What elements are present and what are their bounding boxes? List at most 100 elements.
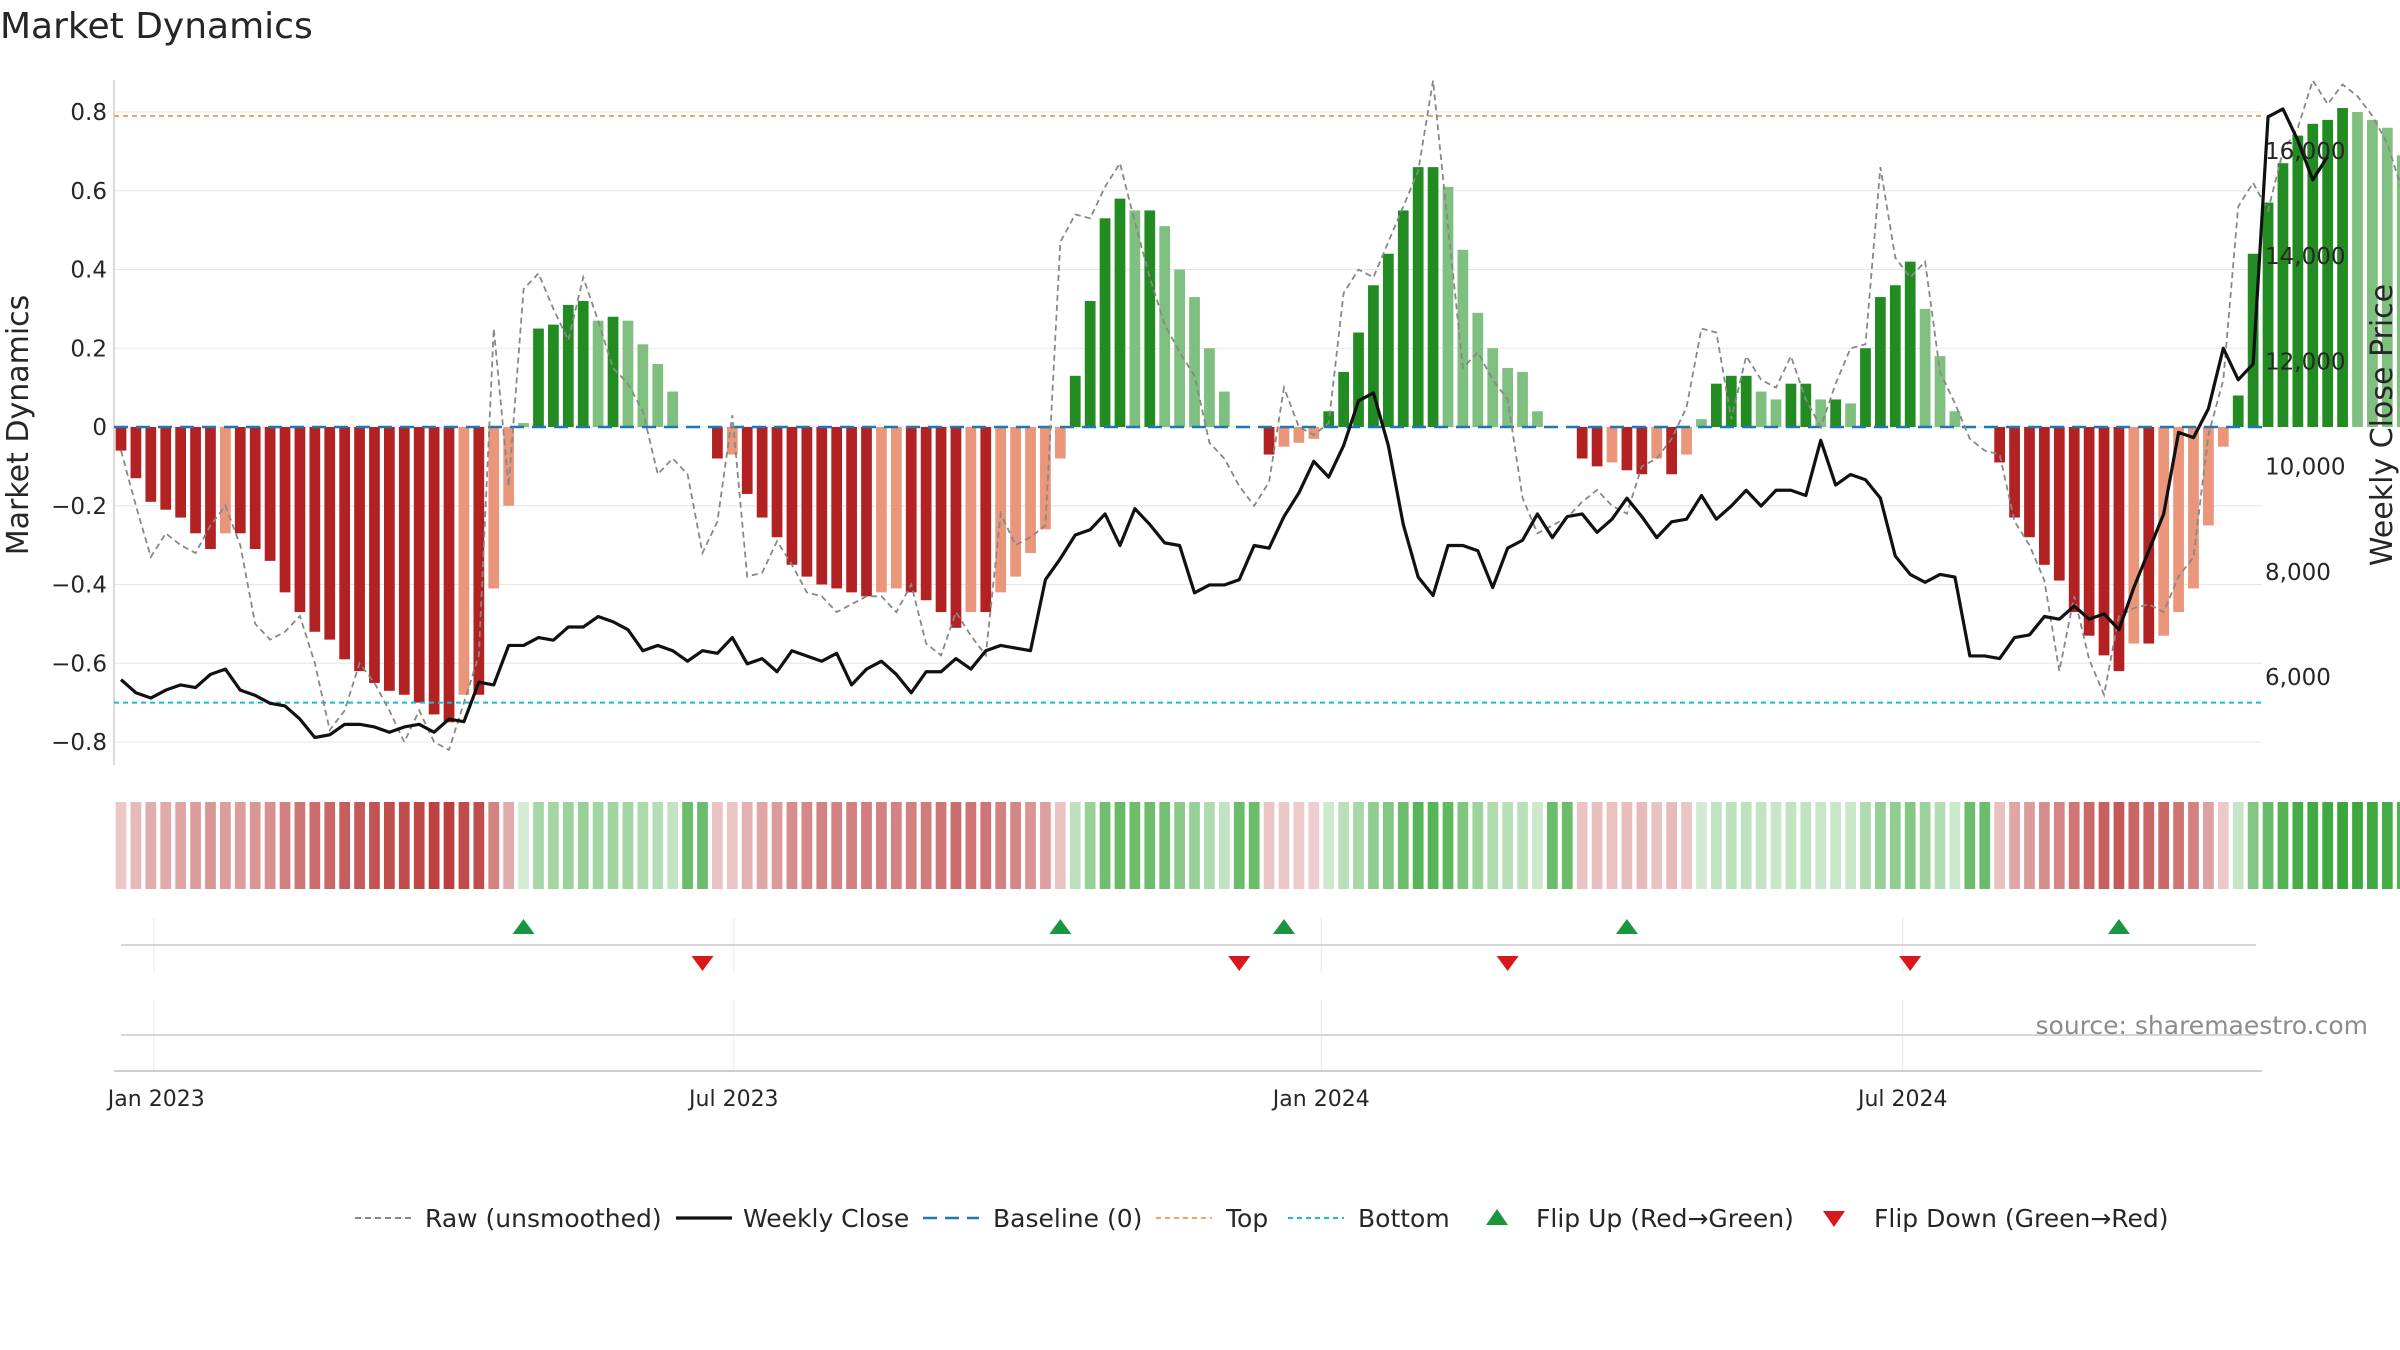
- regime-cell: [2381, 802, 2393, 889]
- regime-cell: [2203, 802, 2214, 889]
- regime-cell: [2396, 802, 2400, 889]
- regime-cell: [1651, 802, 1663, 889]
- dynamics-bar: [1174, 269, 1185, 427]
- dynamics-bar: [1427, 167, 1439, 427]
- regime-cell: [413, 802, 425, 889]
- dynamics-bar: [2039, 427, 2050, 565]
- regime-cell: [562, 802, 574, 889]
- regime-cell: [548, 802, 559, 889]
- dynamics-bar: [577, 301, 589, 427]
- regime-cell: [756, 802, 768, 889]
- dynamics-bar: [1517, 371, 1528, 427]
- dynamics-bar: [1412, 167, 1424, 427]
- regime-cell: [1159, 802, 1171, 889]
- regime-cell: [533, 802, 544, 889]
- dynamics-bar: [741, 427, 753, 494]
- y-axis-right: 16,000 14,000 12,000 10,000 8,000 6,000: [2265, 139, 2345, 691]
- regime-cell: [220, 802, 231, 889]
- dynamics-bar: [1099, 218, 1111, 427]
- legend-label: Bottom: [1358, 1204, 1450, 1233]
- regime-cell: [1338, 802, 1349, 889]
- dynamics-bar: [294, 427, 306, 613]
- dynamics-bar: [2009, 427, 2020, 518]
- dynamics-bar: [1815, 399, 1827, 427]
- regime-cell: [786, 802, 798, 889]
- dynamics-bar: [1457, 249, 1469, 427]
- dynamics-bar: [145, 427, 157, 502]
- dynamics-bar: [607, 316, 619, 427]
- dynamics-bar: [2143, 427, 2155, 644]
- dynamics-bar: [1696, 419, 1707, 427]
- regime-cell: [354, 802, 365, 889]
- legend-label: Top: [1225, 1204, 1268, 1233]
- dynamics-bar: [637, 344, 649, 427]
- dynamics-bar: [190, 427, 201, 534]
- regime-cell: [234, 802, 246, 889]
- regime-cell: [1666, 802, 1678, 889]
- regime-cell: [2232, 802, 2244, 889]
- regime-cell: [1248, 802, 1260, 889]
- regime-cell: [876, 802, 887, 889]
- regime-cell: [965, 802, 977, 889]
- regime-cell: [592, 802, 604, 889]
- dynamics-bar: [1353, 332, 1364, 427]
- dynamics-bar: [935, 427, 947, 613]
- legend: Raw (unsmoothed) Weekly Close Baseline (0)…: [355, 1204, 2169, 1233]
- regime-cell: [712, 802, 723, 889]
- dynamics-bar: [1323, 411, 1335, 427]
- dynamics-bar: [1830, 399, 1842, 427]
- regime-cell: [2143, 802, 2155, 889]
- dynamics-bar: [876, 427, 887, 593]
- regime-cell: [488, 802, 500, 889]
- dynamics-bar: [1845, 403, 1856, 427]
- dynamics-bar: [309, 427, 321, 632]
- regime-cell: [980, 802, 992, 889]
- dynamics-bar: [1129, 210, 1141, 427]
- regime-strip: [115, 802, 2400, 889]
- dynamics-bar: [548, 324, 559, 427]
- dynamics-bar: [1338, 371, 1349, 427]
- dynamics-bar: [1040, 427, 1051, 530]
- regime-cell: [1457, 802, 1469, 889]
- dynamics-bar: [220, 427, 231, 534]
- regime-cell: [2173, 802, 2184, 889]
- regime-cell: [1427, 802, 1439, 889]
- regime-cell: [905, 802, 917, 889]
- dynamics-bar: [2396, 155, 2400, 427]
- dynamics-bar: [2188, 427, 2199, 589]
- regime-cell: [2024, 802, 2035, 889]
- dynamics-bar: [1368, 285, 1379, 427]
- dynamics-bar: [264, 427, 276, 561]
- dynamics-bar: [384, 427, 395, 691]
- regime-cell: [1040, 802, 1051, 889]
- dynamics-bar: [2337, 108, 2348, 427]
- regime-cell: [682, 802, 693, 889]
- dynamics-bar: [2352, 112, 2363, 427]
- regime-cell: [577, 802, 589, 889]
- dynamics-bar: [2053, 427, 2065, 581]
- regime-cell: [1621, 802, 1633, 889]
- regime-cell: [1830, 802, 1842, 889]
- dynamics-bar: [1785, 383, 1797, 427]
- regime-cell: [1889, 802, 1901, 889]
- regime-cell: [1860, 802, 1871, 889]
- regime-cell: [2098, 802, 2110, 889]
- regime-cell: [816, 802, 828, 889]
- source-credit: source: sharemaestro.com: [2036, 1011, 2369, 1040]
- dynamics-bar: [1263, 427, 1275, 455]
- y-right-tick-label: 12,000: [2265, 349, 2345, 375]
- dynamics-bar: [1382, 253, 1394, 427]
- date-tick-label: Jan 2024: [1271, 1087, 1370, 1112]
- regime-cell: [1472, 802, 1484, 889]
- regime-cell: [503, 802, 515, 889]
- dynamics-bar: [1889, 285, 1901, 427]
- regime-cell: [1845, 802, 1856, 889]
- y-right-tick-label: 8,000: [2265, 560, 2331, 586]
- dynamics-bar: [1666, 427, 1678, 475]
- regime-cell: [1233, 802, 1245, 889]
- dynamics-bar: [473, 427, 485, 695]
- regime-cell: [1725, 802, 1737, 889]
- y-tick-label: 0: [92, 415, 107, 441]
- regime-cell: [1755, 802, 1767, 889]
- regime-cell: [2053, 802, 2065, 889]
